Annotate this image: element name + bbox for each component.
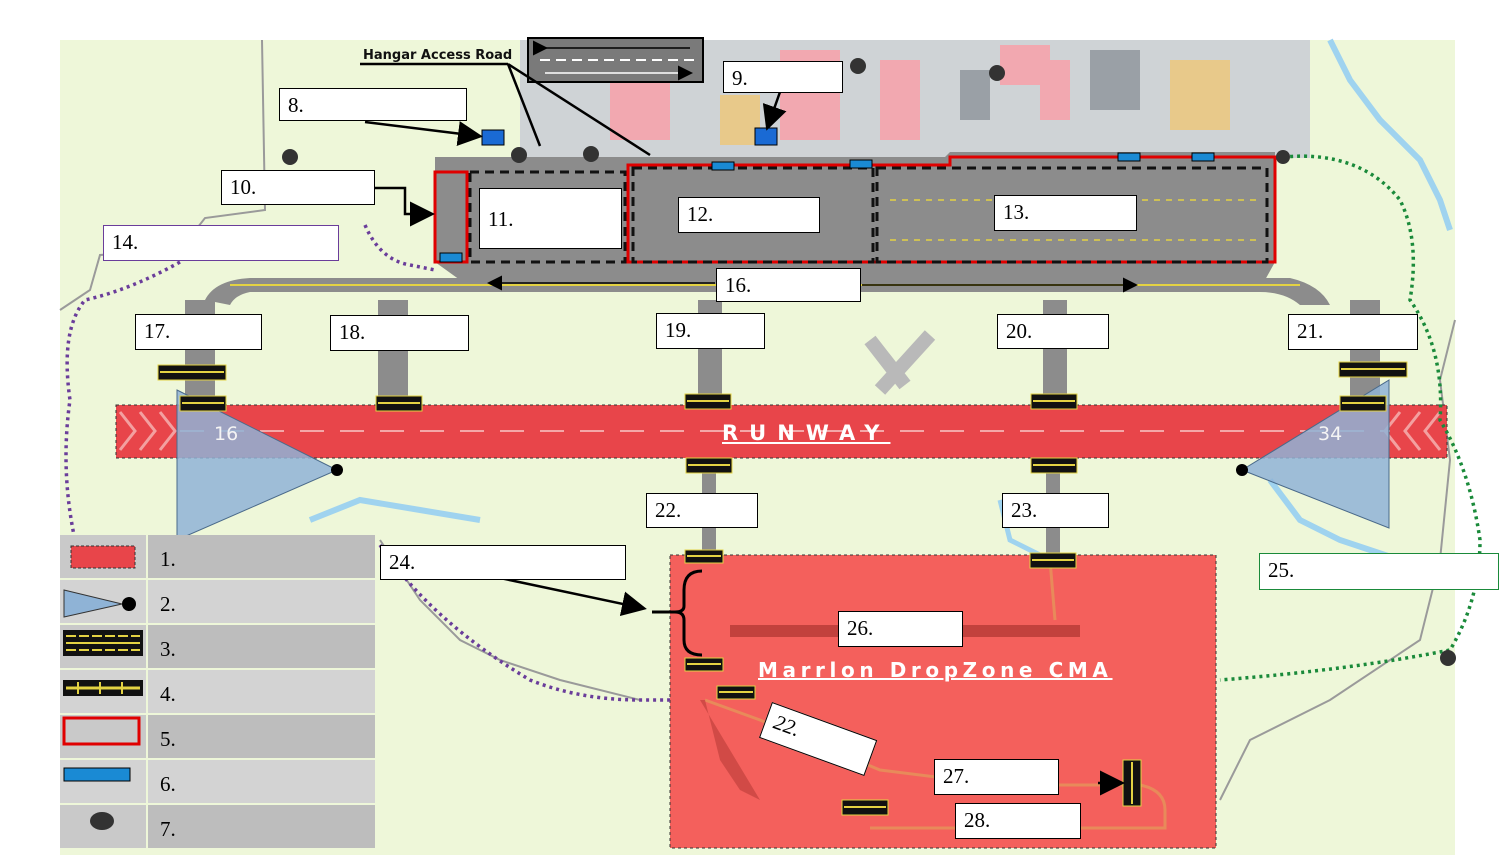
blue-marker-8 (481, 129, 505, 146)
blue-marker-d (1191, 152, 1215, 162)
cma-bracket (652, 569, 703, 657)
legend-row-3: 3. (60, 625, 375, 670)
legend-label-7[interactable]: 7. (148, 805, 375, 848)
dashed-box-11 (468, 170, 627, 264)
legend-label-6[interactable]: 6. (148, 760, 375, 803)
building-9 (1090, 50, 1140, 110)
callout-14[interactable]: 14. (103, 225, 339, 261)
legend-row-7: 7. (60, 805, 375, 850)
callout-28[interactable]: 28. (955, 803, 1081, 839)
callout-8[interactable]: 8. (279, 88, 467, 121)
callout-23[interactable]: 23. (1002, 493, 1109, 528)
approach-cone-south (1240, 379, 1390, 529)
callout-22[interactable]: 22. (646, 493, 758, 528)
legend-row-2: 2. (60, 580, 375, 625)
blue-marker-e (439, 252, 463, 263)
callout-12[interactable]: 12. (678, 197, 820, 233)
black-dot-symbol (60, 805, 146, 848)
callout-13[interactable]: 13. (994, 195, 1137, 231)
road-label: Hangar Access Road (363, 48, 513, 63)
callout-24[interactable]: 24. (380, 545, 626, 580)
callout-20[interactable]: 20. (997, 314, 1109, 349)
water-channel-north (1327, 38, 1453, 231)
leader-lines (360, 62, 1138, 796)
closed-x-marking (864, 330, 936, 395)
hold-marking-lines (160, 368, 1405, 808)
marker-dot-25 (1440, 650, 1456, 666)
apron-pavement (435, 152, 1275, 280)
cma-shadow-1 (700, 700, 760, 800)
building-7 (1170, 60, 1230, 130)
boundary-box-12-13 (626, 155, 1277, 264)
approach-cone-north (176, 389, 339, 541)
runway-end-16: 16 (214, 423, 239, 445)
dashed-box-13 (875, 166, 1269, 264)
cone-origin-north (331, 464, 343, 476)
cone-origin-south (1236, 464, 1248, 476)
approach-cone-symbol (60, 580, 146, 623)
purple-dotted-path (64, 224, 670, 702)
ils-hold-marking-symbol (60, 670, 146, 713)
black-dot-4 (850, 58, 866, 74)
legend-label-5[interactable]: 5. (148, 715, 375, 758)
runway-area-swatch (60, 535, 146, 578)
black-dot-6 (1276, 150, 1290, 164)
legend-row-5: 5. (60, 715, 375, 760)
callout-27[interactable]: 27. (934, 759, 1059, 795)
building-2 (720, 95, 760, 145)
boundary-line-south (379, 539, 641, 701)
blue-marker-symbol (60, 760, 146, 803)
runway-end-34: 34 (1318, 423, 1343, 445)
legend-label-2[interactable]: 2. (148, 580, 375, 623)
hold-position-marking-symbol (60, 625, 146, 668)
runway-label: RUNWAY (722, 421, 891, 445)
building-8 (960, 70, 990, 120)
callout-17[interactable]: 17. (135, 314, 262, 350)
red-boundary-box-symbol (60, 715, 146, 758)
water-channel-west (308, 496, 481, 523)
blue-marker-c (1117, 152, 1141, 162)
black-dot-2 (511, 147, 527, 163)
dashed-box-12 (631, 166, 875, 264)
legend-label-1[interactable]: 1. (148, 535, 375, 578)
cma-label: Marrlon DropZone CMA (758, 658, 1113, 682)
black-dot-1 (282, 149, 298, 165)
callout-21[interactable]: 21. (1288, 314, 1418, 350)
callout-9[interactable]: 9. (723, 61, 843, 93)
callout-16[interactable]: 16. (716, 268, 861, 302)
legend-row-1: 1. (60, 535, 375, 580)
callout-26[interactable]: 26. (838, 611, 963, 647)
cma-taxi-23 (1048, 559, 1057, 621)
callout-11[interactable]: 11. (479, 188, 622, 249)
runway-chevrons-north (118, 411, 177, 451)
water-channel-east (1267, 478, 1401, 563)
callout-25[interactable]: 25. (1259, 553, 1499, 590)
callout-18[interactable]: 18. (330, 315, 469, 351)
black-dot-3 (583, 146, 599, 162)
legend-label-4[interactable]: 4. (148, 670, 375, 713)
black-dot-5 (989, 65, 1005, 81)
blue-marker-a (711, 161, 735, 171)
blue-marker-9 (754, 127, 778, 146)
legend-label-3[interactable]: 3. (148, 625, 375, 668)
legend-row-4: 4. (60, 670, 375, 715)
building-6 (1040, 60, 1070, 120)
legend-row-6: 6. (60, 760, 375, 805)
blue-marker-b (849, 159, 873, 169)
callout-19[interactable]: 19. (656, 313, 765, 349)
callout-10[interactable]: 10. (221, 170, 375, 205)
building-4 (880, 60, 920, 140)
